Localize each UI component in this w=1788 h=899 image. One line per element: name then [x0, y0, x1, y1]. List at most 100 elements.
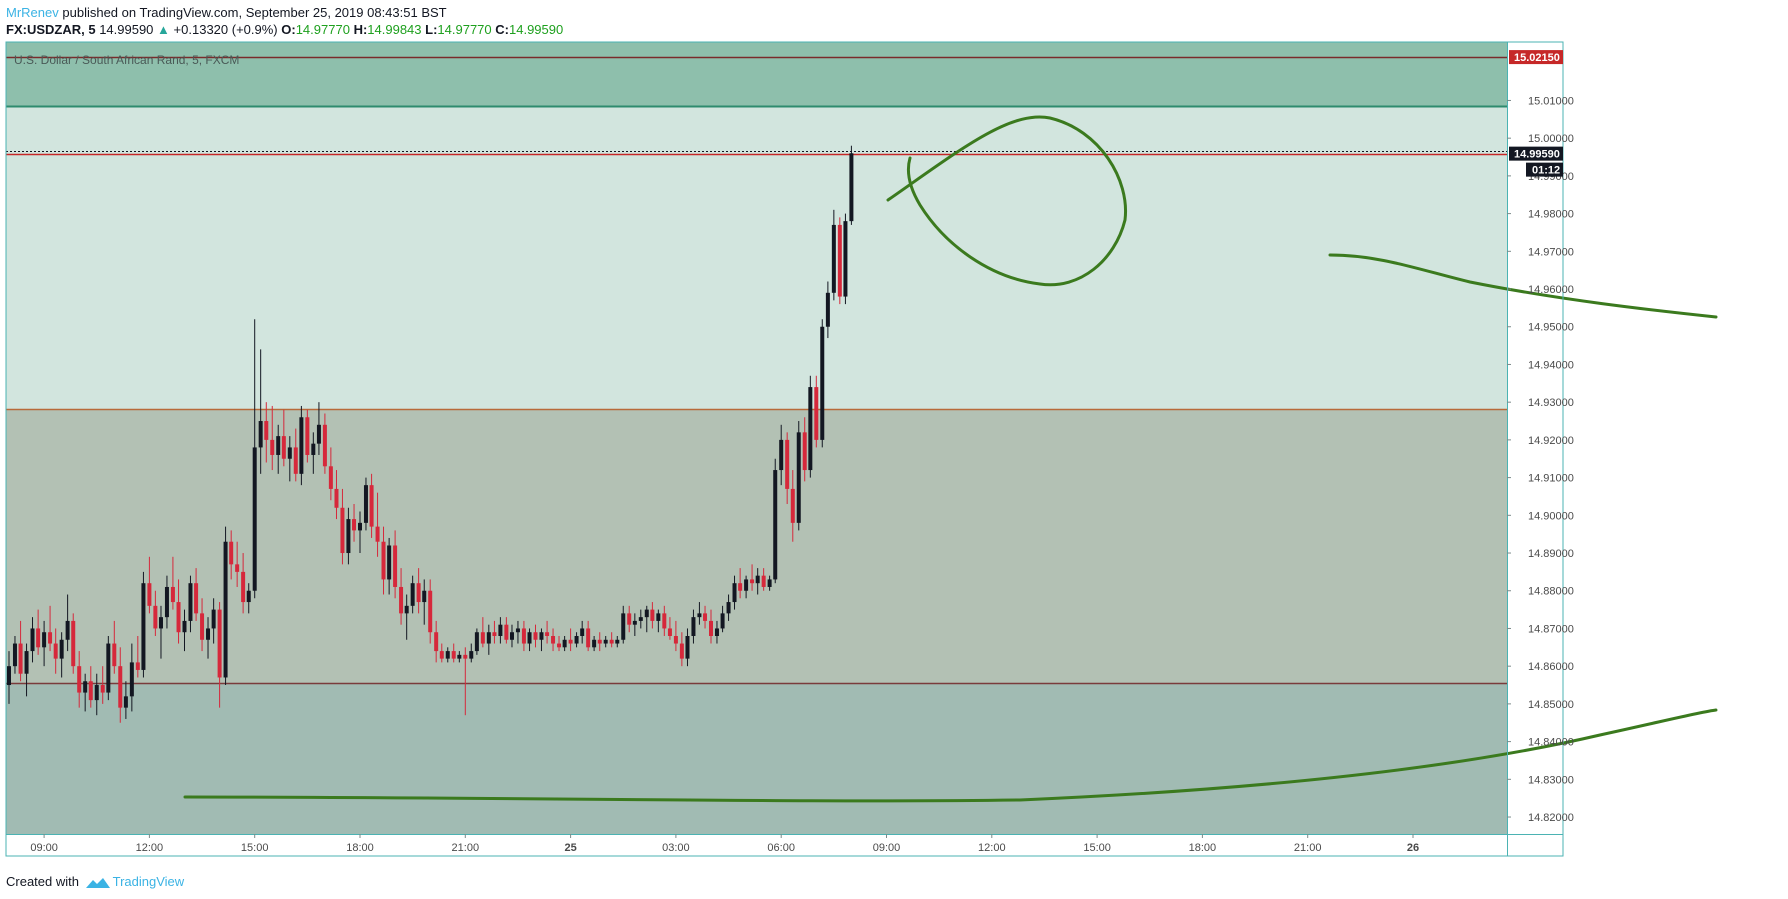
candle-body	[328, 466, 333, 489]
candle-body	[597, 639, 602, 644]
candle-body	[7, 666, 11, 686]
candles-layer	[7, 145, 854, 723]
candle-body	[697, 613, 702, 618]
candle-body	[609, 639, 614, 644]
candle-body	[264, 421, 269, 440]
candle-body	[632, 620, 637, 625]
price-tick-label: 14.91000	[1528, 473, 1574, 485]
candle-body	[767, 579, 772, 587]
candle-body	[720, 613, 725, 629]
annotations-layer	[183, 115, 1718, 803]
chart-border	[5, 41, 1564, 857]
candle-body	[667, 628, 672, 636]
candle-body	[498, 624, 503, 636]
candle-body	[422, 590, 427, 603]
time-tick-label: 18:00	[346, 842, 374, 854]
low-value: 14.97770	[437, 22, 492, 37]
candle-body	[434, 632, 439, 652]
price-tick-label: 15.01000	[1528, 95, 1574, 107]
time-tick-label: 09:00	[873, 842, 901, 854]
candle-body	[164, 586, 169, 618]
candle-body	[656, 613, 661, 621]
candle-body	[785, 439, 790, 489]
price-tag-last	[1509, 146, 1563, 161]
time-tick-label: 03:00	[662, 842, 690, 854]
candle-body	[428, 590, 433, 633]
change-value: +0.13320 (+0.9%)	[173, 22, 278, 37]
price-tick-label: 15.00000	[1528, 133, 1574, 145]
candle-body	[469, 651, 474, 659]
candle-body	[36, 628, 41, 648]
candle-body	[709, 620, 713, 636]
candle-body	[281, 436, 286, 459]
candle-body	[416, 583, 421, 603]
time-tick-label: 25	[564, 842, 576, 854]
candle-body	[621, 613, 626, 640]
time-tick-label: 21:00	[452, 842, 480, 854]
candle-body	[305, 417, 310, 455]
candle-body	[200, 613, 205, 640]
price-chart[interactable]: 15.0100015.0000014.9900014.9800014.97000…	[0, 0, 1788, 870]
publish-line: MrRenev published on TradingView.com, Se…	[6, 5, 447, 21]
candle-body	[53, 643, 58, 659]
candle-body	[843, 221, 848, 297]
candle-body	[650, 609, 655, 621]
high-label: H:	[353, 22, 368, 37]
change-arrow-icon: ▲	[157, 22, 170, 37]
price-axis[interactable]: 15.0100015.0000014.9900014.9800014.97000…	[1507, 50, 1574, 824]
candle-body	[182, 620, 187, 633]
candle-body	[299, 417, 304, 474]
time-tick-label: 21:00	[1294, 842, 1322, 854]
candle-body	[258, 421, 263, 448]
candle-body	[685, 636, 690, 659]
time-tick-label: 06:00	[767, 842, 795, 854]
candle-body	[662, 613, 667, 629]
candle-body	[48, 632, 53, 644]
candle-body	[246, 590, 251, 603]
time-axis[interactable]: 09:00 12:00 15:00 18:00 21:00 25 03:00 06:00 09:…	[30, 834, 1419, 854]
candle-body	[673, 636, 678, 644]
candle-body	[276, 436, 281, 455]
footer: Created with TradingView	[6, 874, 184, 890]
candle-body	[311, 443, 316, 455]
candle-body	[18, 643, 23, 674]
candle-body	[241, 571, 246, 603]
candle-body	[322, 424, 327, 467]
candle-body	[118, 666, 123, 708]
candle-body	[831, 224, 836, 293]
candle-body	[316, 424, 321, 444]
annotation-ellipse	[886, 115, 1128, 287]
candle-body	[223, 541, 228, 678]
candle-body	[381, 541, 386, 580]
candle-body	[112, 643, 117, 667]
tradingview-link[interactable]: TradingView	[112, 874, 185, 889]
candle-body	[30, 628, 35, 652]
candle-body	[551, 636, 556, 644]
candle-body	[404, 605, 409, 614]
candle-body	[703, 613, 708, 621]
author-link[interactable]: MrRenev	[6, 5, 59, 20]
candle-body	[486, 632, 491, 644]
price-tick-label: 14.87000	[1528, 623, 1574, 635]
candle-body	[545, 632, 550, 636]
candle-body	[211, 609, 216, 629]
time-tick-label: 09:00	[30, 842, 58, 854]
candle-body	[726, 602, 731, 614]
candle-body	[158, 617, 163, 629]
candle-body	[515, 628, 520, 633]
candle-body	[463, 654, 468, 659]
candle-body	[129, 662, 134, 697]
candle-body	[252, 447, 257, 591]
symbol-name[interactable]: FX:USDZAR, 5	[6, 22, 96, 37]
candle-body	[88, 681, 93, 701]
candle-body	[287, 447, 292, 459]
candle-body	[457, 654, 462, 659]
price-tick-label: 14.93000	[1528, 397, 1574, 409]
candle-body	[65, 620, 70, 640]
price-tick-label: 14.95000	[1528, 322, 1574, 334]
price-tick-label: 14.86000	[1528, 661, 1574, 673]
time-tick-label: 18:00	[1189, 842, 1217, 854]
price-tag-last-label: 14.99590	[1514, 149, 1560, 161]
time-tick-label: 12:00	[136, 842, 164, 854]
candle-body	[755, 575, 760, 584]
